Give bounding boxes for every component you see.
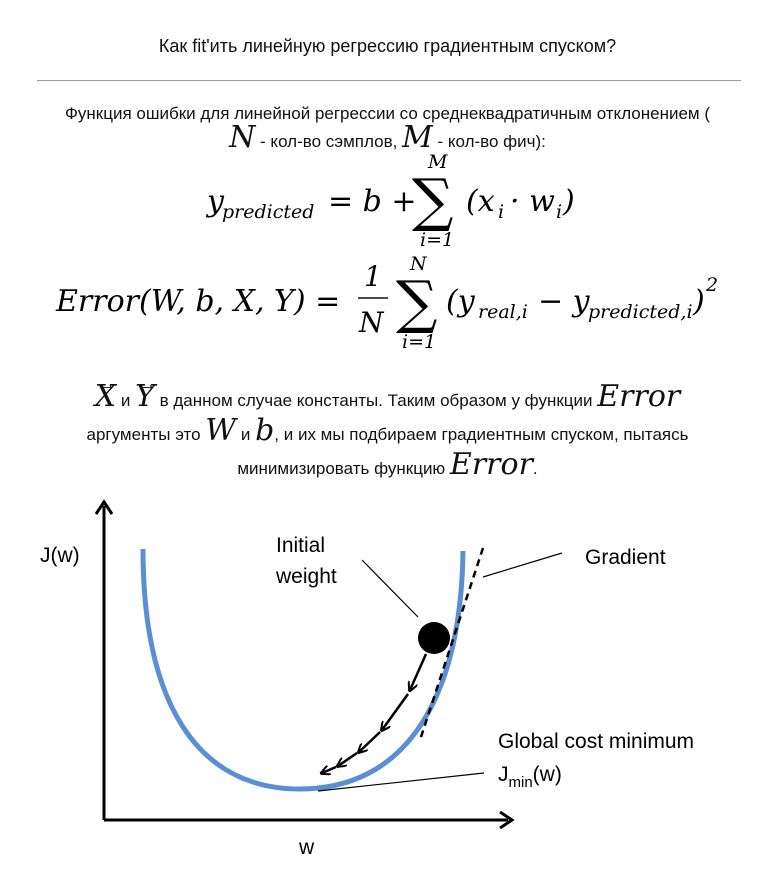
vec-y: → Y [135,374,157,416]
f1-x-sub: i [498,201,504,223]
f2-sum-top: N [409,253,428,275]
x-axis-arrowhead [499,810,515,830]
vec-arrow-y: → [137,374,158,396]
jmin-sub: min [509,774,533,791]
f2-sum-sign: ∑ [396,268,437,336]
divider [37,80,741,81]
var-w: W [205,413,237,448]
f2-sup: 2 [705,274,718,296]
f2-sub2: predicted,i [588,301,693,323]
initial-weight-label-line2: weight [275,565,337,588]
f2-open: (y [446,284,476,319]
gradient-tangent-line [418,547,485,741]
f1-body: (x [466,184,495,219]
descent-step-arrow [338,751,358,766]
vec-arrow-x: → [96,374,117,396]
f2-sub1: real,i [478,301,528,323]
var-n: N [229,120,256,155]
cost-curve [140,548,466,792]
jmin-j: J [498,763,509,786]
f2-num: 1 [364,260,382,293]
initial-weight-point [418,622,450,654]
f1-eq: = b + [328,184,417,219]
f2-lhs: Error(W, b, X, Y) = [55,284,340,319]
gradient-leader [482,552,563,578]
intro-part-2: - кол-во сэмплов, [255,132,403,151]
gradient-label: Gradient [585,546,666,569]
f2-den: N [358,306,385,339]
vec-x-letter: X [94,379,117,414]
f1-sum-top: M [427,151,448,173]
para-and-1: и [116,391,136,410]
intro-part-3: - кол-во фич): [432,132,546,151]
para-part-1: в данном случае константы. Таким образом… [154,391,598,410]
global-min-leader [317,772,485,792]
formula-prediction: y predicted = b + M ∑ i=1 (x i · w i ) [205,151,575,251]
f1-sum-sign: ∑ [412,166,453,234]
f1-lhs: y [205,184,225,219]
f1-lhs-sub: predicted [222,201,314,223]
y-axis-label: J(w) [40,544,80,567]
f2-close: ) [692,284,705,319]
descent-step-arrow [382,693,410,730]
f1-dot: · w [510,184,555,219]
intro-text: Функция ошибки для линейной регрессии со… [0,102,775,154]
para-part-3: , и их мы подбираем градиентным спуском,… [274,425,689,444]
global-min-label: Global cost minimum [498,730,694,753]
explanation-paragraph: → X и → Y в данном случае константы. Таким… [0,374,775,484]
f2-sum-bottom: i=1 [402,331,436,353]
descent-step-arrow [410,653,428,690]
var-b: b [255,413,275,448]
f2-minus: − y [538,284,591,319]
descent-step-arrow [359,731,381,752]
jmin-label: Jmin(w) [498,763,562,791]
descent-step-arrow [322,767,337,773]
para-part-4: минимизировать функцию [237,459,450,478]
var-error-2: Error [449,447,533,482]
vec-x: → X [94,374,117,416]
formula-error: Error(W, b, X, Y) = 1 N N ∑ i=1 (y real,… [55,253,718,353]
var-error-1: Error [597,379,681,414]
f1-sum-bottom: i=1 [420,229,454,251]
intro-part-1: Функция ошибки для линейной регрессии со… [64,104,711,123]
f1-w-sub: i [556,201,562,223]
page-title: Как fit'ить линейную регрессию градиентн… [158,36,617,56]
f1-close: ) [562,184,575,219]
para-end: . [532,459,538,478]
para-and-2: и [236,425,256,444]
para-part-2: аргументы это [86,425,206,444]
var-m: M [402,120,433,155]
initial-weight-label-line1: Initial [276,534,325,557]
vec-y-letter: Y [135,379,155,414]
initial-weight-leader [361,559,419,618]
x-axis-label: w [298,836,315,859]
y-axis-arrowhead [94,499,114,515]
jmin-arg: (w) [533,763,562,786]
